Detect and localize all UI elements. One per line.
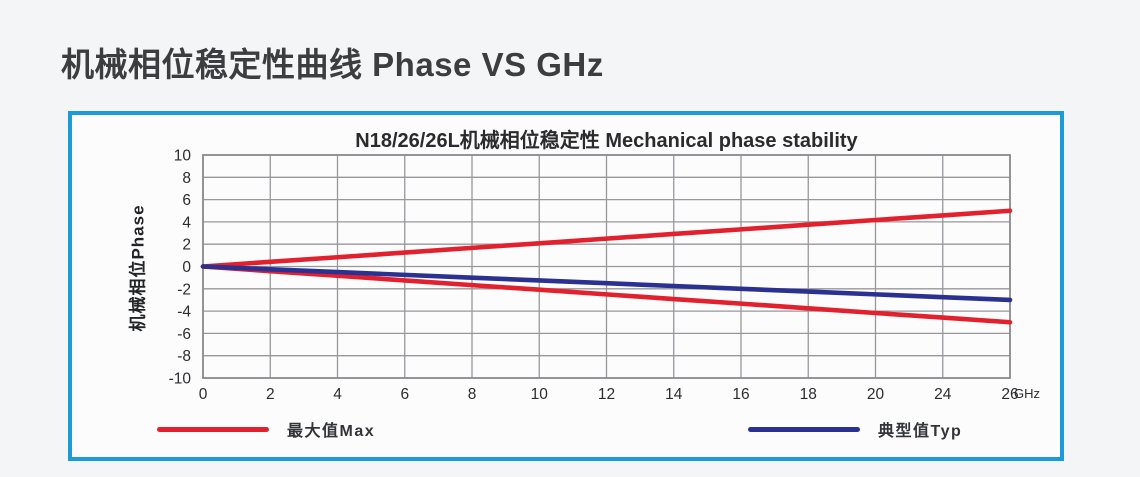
x-tick-label: 14: [665, 386, 683, 403]
series-line-2: [200, 264, 1013, 303]
x-tick-label: 2: [266, 386, 275, 403]
x-axis-unit-label: GHz: [1014, 386, 1040, 401]
x-tick-label: 16: [732, 386, 749, 403]
y-tick-label: 10: [174, 148, 192, 165]
series-line-1: [200, 264, 1013, 325]
x-tick-label: 12: [598, 386, 615, 403]
legend-item-typ: 典型值Typ: [748, 418, 962, 440]
legend-swatch-typ: [748, 426, 860, 432]
y-tick-label: 8: [182, 170, 191, 187]
y-tick-label: -8: [177, 348, 191, 365]
x-tick-label: 20: [867, 386, 885, 403]
y-tick-label: 2: [182, 237, 191, 254]
legend-label-max: 最大值Max: [287, 423, 376, 440]
chart-panel: N18/26/26L机械相位稳定性 Mechanical phase stabi…: [68, 111, 1064, 461]
x-tick-label: 8: [468, 386, 477, 403]
y-tick-label: 0: [182, 259, 191, 276]
y-tick-label: 4: [182, 214, 191, 231]
y-tick-label: -4: [177, 304, 191, 321]
chart-title: N18/26/26L机械相位稳定性 Mechanical phase stabi…: [355, 130, 858, 152]
legend-label-typ: 典型值Typ: [878, 423, 963, 440]
x-tick-label: 18: [800, 386, 817, 403]
series-line-0: [200, 208, 1013, 269]
y-tick-label: -6: [177, 326, 191, 343]
x-tick-label: 10: [531, 386, 549, 403]
legend-swatch-max: [157, 426, 269, 432]
x-tick-label: 6: [400, 386, 409, 403]
x-tick-label: 0: [199, 386, 208, 403]
legend-item-max: 最大值Max: [157, 418, 375, 440]
x-tick-label: 24: [934, 386, 952, 403]
x-tick-label: 4: [333, 386, 342, 403]
x-tick-label: 26: [1001, 386, 1018, 403]
y-tick-label: -10: [169, 371, 192, 388]
y-tick-label: 6: [182, 192, 191, 209]
page-heading: 机械相位稳定性曲线 Phase VS GHz: [61, 46, 604, 83]
y-tick-label: -2: [177, 281, 191, 298]
